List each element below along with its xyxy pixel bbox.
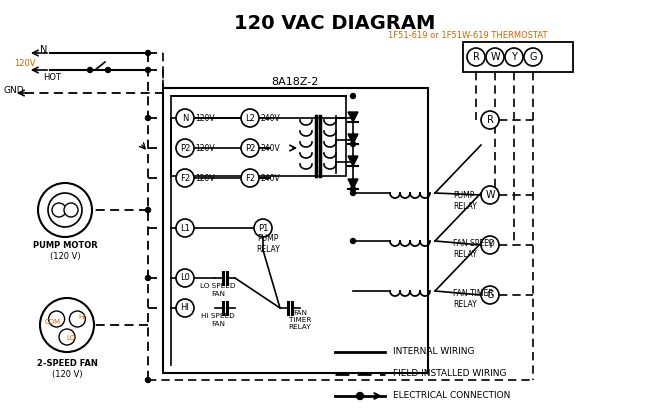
Circle shape [145,378,151,383]
Text: HI SPEED
FAN: HI SPEED FAN [201,313,235,326]
Text: 1F51-619 or 1F51W-619 THERMOSTAT: 1F51-619 or 1F51W-619 THERMOSTAT [389,31,548,39]
Circle shape [40,298,94,352]
Text: (120 V): (120 V) [50,251,80,261]
Text: INTERNAL WIRING: INTERNAL WIRING [393,347,474,357]
Bar [171,96,346,176]
Circle shape [145,276,151,280]
Circle shape [350,191,356,196]
Text: HI: HI [78,314,86,320]
Polygon shape [348,112,358,122]
Text: G: G [486,290,494,300]
Text: R: R [472,52,480,62]
Text: HI: HI [180,303,190,313]
Circle shape [145,207,151,212]
Circle shape [505,48,523,66]
Circle shape [64,203,78,217]
Circle shape [481,236,499,254]
Text: L2: L2 [245,114,255,122]
Circle shape [350,186,356,191]
Circle shape [481,186,499,204]
Polygon shape [348,179,358,189]
Circle shape [241,139,259,157]
Circle shape [176,139,194,157]
Text: L0: L0 [180,274,190,282]
Bar [463,42,573,72]
Polygon shape [348,134,358,144]
Text: Y: Y [511,52,517,62]
Text: PUMP
RELAY: PUMP RELAY [256,234,280,253]
Circle shape [481,111,499,129]
Circle shape [70,311,85,327]
Circle shape [241,169,259,187]
Text: FIELD INSTALLED WIRING: FIELD INSTALLED WIRING [393,370,507,378]
Circle shape [350,142,356,147]
Circle shape [105,67,111,72]
Text: FAN
TIMER
RELAY: FAN TIMER RELAY [289,310,312,330]
Text: FAN TIMER
RELAY: FAN TIMER RELAY [453,289,494,309]
Circle shape [145,67,151,72]
Text: LO: LO [66,335,76,341]
Text: 120V: 120V [14,59,36,67]
Circle shape [176,219,194,237]
Circle shape [481,286,499,304]
Text: N: N [40,45,48,55]
Circle shape [59,329,75,345]
Circle shape [241,109,259,127]
Circle shape [176,169,194,187]
Circle shape [48,193,82,227]
Circle shape [176,299,194,317]
Text: R: R [486,115,493,125]
Text: FAN SPEED
RELAY: FAN SPEED RELAY [453,239,494,259]
Text: P2: P2 [245,143,255,153]
Text: PUMP
RELAY: PUMP RELAY [453,191,477,211]
Text: L1: L1 [180,223,190,233]
Text: G: G [529,52,537,62]
Circle shape [52,203,66,217]
Circle shape [467,48,485,66]
Text: 8A18Z-2: 8A18Z-2 [271,77,319,87]
Circle shape [38,183,92,237]
Circle shape [88,67,92,72]
Text: 120V: 120V [195,143,215,153]
Bar [163,88,428,373]
Text: N: N [182,114,188,122]
Text: Y: Y [487,240,493,250]
Circle shape [49,311,64,327]
Text: GND: GND [4,85,24,95]
Circle shape [145,51,151,55]
Text: COM: COM [45,319,61,325]
Text: W: W [490,52,500,62]
Text: (120 V): (120 V) [52,370,82,378]
Text: P2: P2 [180,143,190,153]
Circle shape [350,93,356,98]
Circle shape [524,48,542,66]
Circle shape [145,116,151,121]
Circle shape [176,269,194,287]
Text: 120V: 120V [195,114,215,122]
Circle shape [486,48,504,66]
Text: LO SPEED
FAN: LO SPEED FAN [200,284,236,297]
Text: F2: F2 [180,173,190,183]
Text: PUMP MOTOR: PUMP MOTOR [33,241,97,249]
Text: ELECTRICAL CONNECTION: ELECTRICAL CONNECTION [393,391,511,401]
Text: 120 VAC DIAGRAM: 120 VAC DIAGRAM [234,14,436,33]
Text: P1: P1 [258,223,268,233]
Circle shape [350,238,356,243]
Text: 240V: 240V [260,143,280,153]
Text: 2-SPEED FAN: 2-SPEED FAN [37,359,97,367]
Circle shape [356,393,364,399]
Text: HOT: HOT [43,72,61,82]
Text: 240V: 240V [260,173,280,183]
Text: 120V: 120V [195,173,215,183]
Text: F2: F2 [245,173,255,183]
Circle shape [176,109,194,127]
Text: 240V: 240V [260,114,280,122]
Circle shape [254,219,272,237]
Polygon shape [348,156,358,166]
Text: W: W [485,190,495,200]
